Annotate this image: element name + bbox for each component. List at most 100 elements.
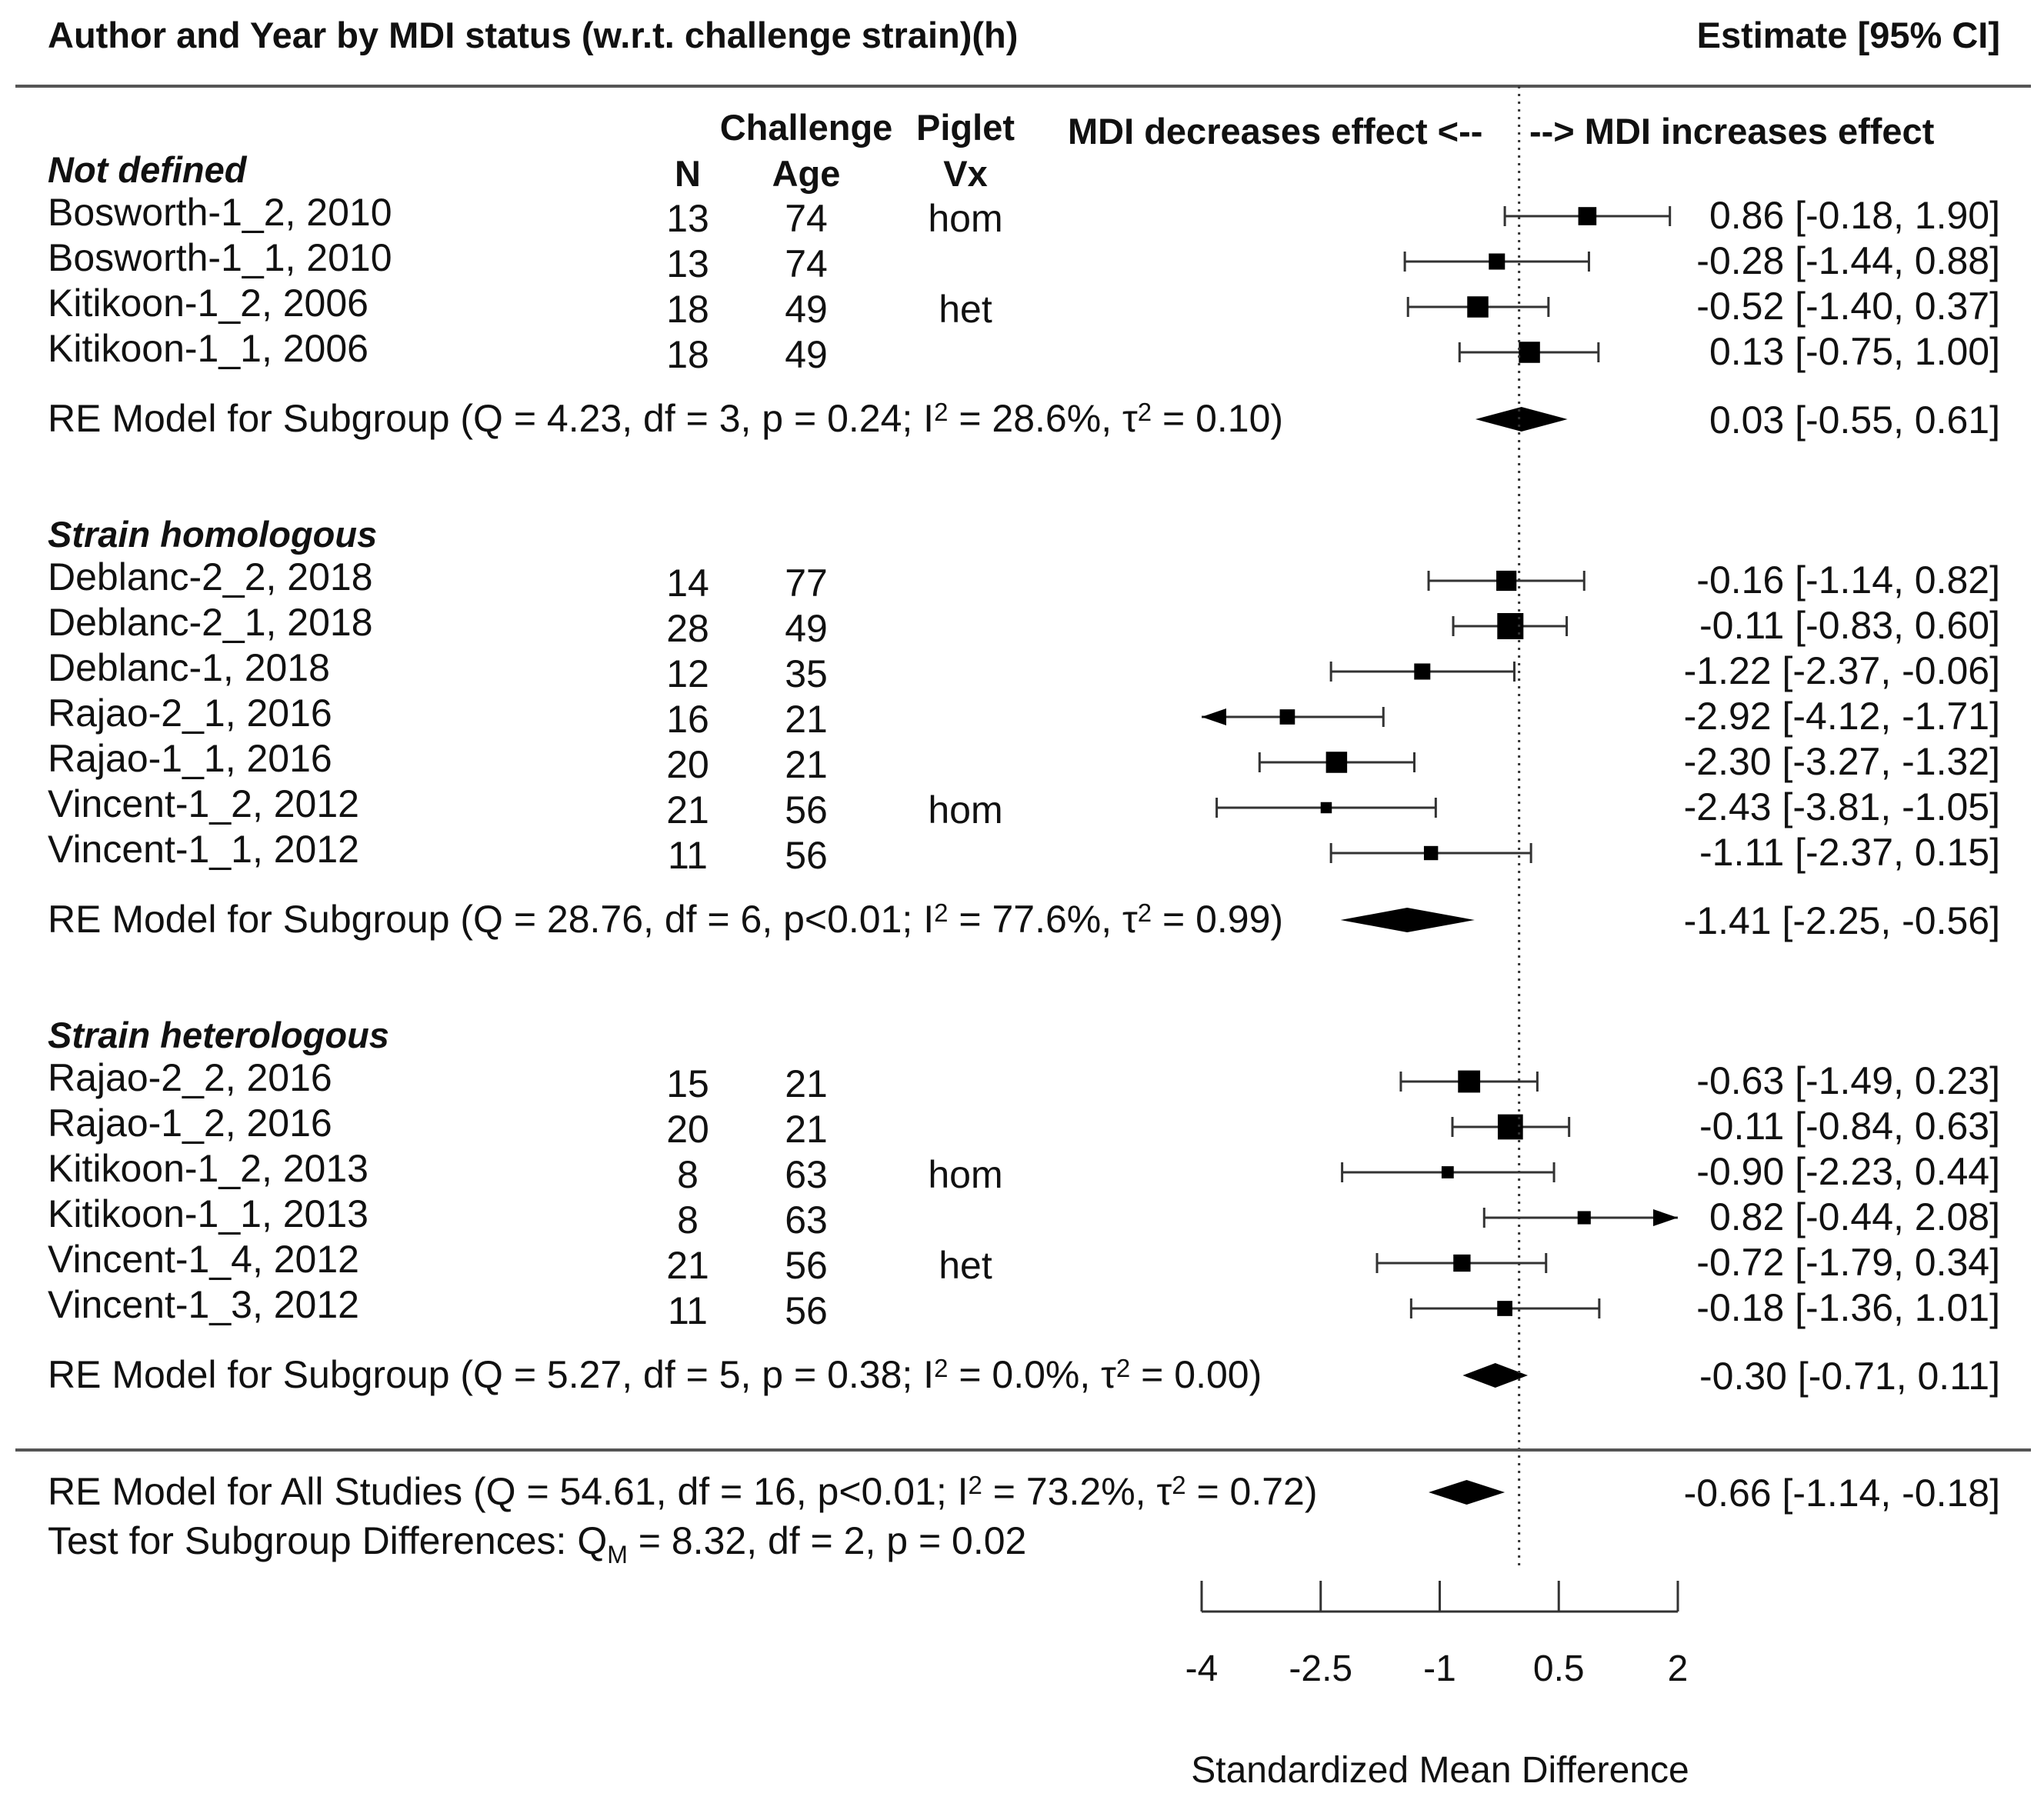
subgroup-model-label: RE Model for Subgroup (Q = 5.27, df = 5,… <box>48 1353 1262 1396</box>
subgroup-model-diamond <box>1462 1363 1529 1388</box>
overall-model-ci-text: -0.66 [-1.14, -0.18] <box>1684 1472 2000 1515</box>
study-1-2-point <box>1489 253 1505 270</box>
study-label: Rajao-2_2, 2016 <box>48 1056 332 1099</box>
study-ci-text: -0.72 [-1.79, 0.34] <box>1696 1241 2000 1284</box>
study-label: Vincent-1_2, 2012 <box>48 782 359 825</box>
study-ci-text: -0.16 [-1.14, 0.82] <box>1696 558 2000 602</box>
study-ci-text: 0.82 [-0.44, 2.08] <box>1709 1195 2000 1238</box>
study-1-4-point <box>1519 342 1540 363</box>
study-ci-text: -1.22 [-2.37, -0.06] <box>1684 649 2000 692</box>
subgroup-model-diamond <box>1475 407 1568 432</box>
study-vx: het <box>939 1244 992 1287</box>
subgroup-test-label: Test for Subgroup Differences: QM = 8.32… <box>48 1519 1026 1568</box>
study-age: 21 <box>785 698 828 741</box>
subgroup-model-ci-text: -1.41 [-2.25, -0.56] <box>1684 899 2000 942</box>
study-2-7-point <box>1423 845 1439 861</box>
study-3-4-point <box>1577 1211 1591 1225</box>
col-piglet-header: Piglet <box>916 107 1015 148</box>
chart-title: Author and Year by MDI status (w.r.t. ch… <box>48 15 1018 55</box>
study-age: 49 <box>785 333 828 376</box>
study-n: 14 <box>666 562 709 605</box>
group-title: Strain homologous <box>48 514 377 555</box>
study-ci-text: -0.90 [-2.23, 0.44] <box>1696 1150 2000 1193</box>
study-label: Rajao-1_2, 2016 <box>48 1102 332 1145</box>
group-title: Not defined <box>48 149 248 190</box>
study-label: Vincent-1_4, 2012 <box>48 1238 359 1281</box>
study-age: 35 <box>785 652 828 695</box>
study-age: 56 <box>785 1289 828 1332</box>
study-n: 20 <box>666 1108 709 1151</box>
study-n: 8 <box>677 1153 699 1196</box>
study-ci-text: -0.28 [-1.44, 0.88] <box>1696 239 2000 282</box>
x-tick-label: -2.5 <box>1289 1648 1352 1689</box>
study-age: 21 <box>785 1108 828 1151</box>
study-n: 21 <box>666 788 709 832</box>
study-3-1-point <box>1458 1070 1481 1093</box>
study-label: Rajao-2_1, 2016 <box>48 692 332 735</box>
x-tick-label: 2 <box>1668 1648 1689 1689</box>
study-age: 56 <box>785 834 828 877</box>
study-ci-text: -0.63 [-1.49, 0.23] <box>1696 1059 2000 1102</box>
study-age: 56 <box>785 788 828 832</box>
study-label: Kitikoon-1_2, 2006 <box>48 282 368 325</box>
study-label: Vincent-1_3, 2012 <box>48 1283 359 1326</box>
x-axis: -4 -2.5 -1 0.5 2 <box>1185 1581 1689 1689</box>
study-ci-text: -0.11 [-0.83, 0.60] <box>1699 604 2000 647</box>
study-2-4-point <box>1279 709 1295 725</box>
study-ci-text: 0.13 [-0.75, 1.00] <box>1709 330 2000 373</box>
subgroup-model-ci-text: -0.30 [-0.71, 0.11] <box>1699 1355 2000 1398</box>
study-ci-text: -2.43 [-3.81, -1.05] <box>1684 785 2000 828</box>
study-label: Bosworth-1_2, 2010 <box>48 191 392 234</box>
study-vx: hom <box>928 1153 1002 1196</box>
x-axis-label: Standardized Mean Difference <box>1191 1750 1689 1791</box>
study-n: 28 <box>666 607 709 650</box>
col-challenge-header: Challenge <box>720 107 893 148</box>
subgroup-model-ci-text: 0.03 [-0.55, 0.61] <box>1709 398 2000 442</box>
study-n: 13 <box>666 197 709 240</box>
study-ci-text: -2.92 [-4.12, -1.71] <box>1684 695 2000 738</box>
study-2-6-point <box>1320 802 1332 814</box>
study-n: 18 <box>666 288 709 331</box>
study-1-1-point <box>1578 207 1597 225</box>
subgroup-model-diamond <box>1340 908 1475 932</box>
col-vx-header: Vx <box>943 153 988 194</box>
study-n: 18 <box>666 333 709 376</box>
study-2-1-point <box>1496 570 1517 592</box>
study-n: 13 <box>666 242 709 285</box>
study-age: 21 <box>785 1062 828 1105</box>
overall-model-label: RE Model for All Studies (Q = 54.61, df … <box>48 1470 1318 1513</box>
study-age: 77 <box>785 562 828 605</box>
study-ci-text: -1.11 [-2.37, 0.15] <box>1699 831 2000 874</box>
study-1-3-point <box>1467 296 1489 318</box>
study-label: Bosworth-1_1, 2010 <box>48 236 392 279</box>
study-ci-text: 0.86 [-0.18, 1.90] <box>1709 194 2000 237</box>
study-vx: het <box>939 288 992 331</box>
study-n: 11 <box>668 1289 708 1332</box>
study-label: Vincent-1_1, 2012 <box>48 828 359 871</box>
study-ci-text: -0.52 [-1.40, 0.37] <box>1696 285 2000 328</box>
study-age: 49 <box>785 288 828 331</box>
study-label: Kitikoon-1_1, 2013 <box>48 1192 368 1235</box>
col-n-header: N <box>675 153 701 194</box>
study-n: 15 <box>666 1062 709 1105</box>
group-title: Strain heterologous <box>48 1015 389 1055</box>
study-n: 20 <box>666 743 709 786</box>
study-label: Deblanc-2_1, 2018 <box>48 601 373 644</box>
col-age-header: Age <box>772 153 841 194</box>
subgroup-model-label: RE Model for Subgroup (Q = 28.76, df = 6… <box>48 898 1283 941</box>
study-n: 16 <box>666 698 709 741</box>
x-tick-label: -1 <box>1423 1648 1456 1689</box>
study-label: Deblanc-1, 2018 <box>48 646 330 689</box>
study-2-3-point <box>1414 663 1431 680</box>
study-age: 63 <box>785 1153 828 1196</box>
direction-left-label: MDI decreases effect <-- <box>1068 111 1482 152</box>
subgroup-model-label: RE Model for Subgroup (Q = 4.23, df = 3,… <box>48 397 1283 440</box>
study-label: Deblanc-2_2, 2018 <box>48 555 373 598</box>
study-3-5-point <box>1453 1254 1471 1272</box>
study-n: 21 <box>666 1244 709 1287</box>
x-tick-label: 0.5 <box>1533 1648 1585 1689</box>
study-3-6-point <box>1497 1301 1512 1316</box>
study-ci-text: -0.11 [-0.84, 0.63] <box>1699 1105 2000 1148</box>
